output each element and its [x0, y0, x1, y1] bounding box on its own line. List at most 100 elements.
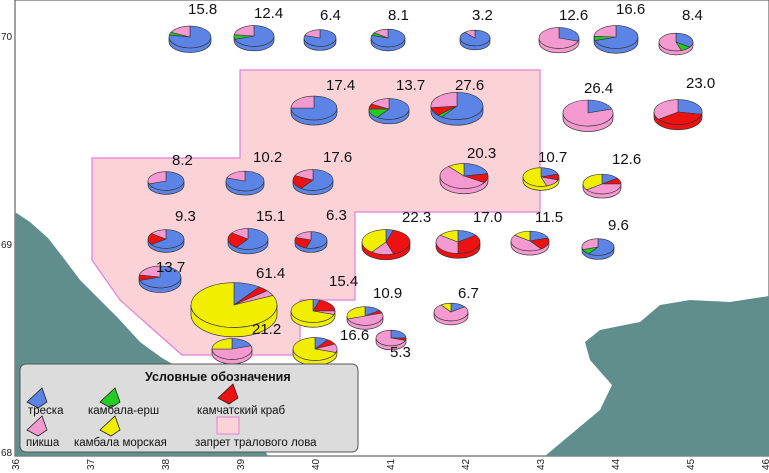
station-pie: 5.3	[375, 329, 411, 361]
lon-tick-label: 39	[236, 458, 247, 470]
station-pie: 15.1	[227, 208, 285, 255]
pie-slice-plaice	[190, 282, 278, 328]
station-catch-label: 23.0	[686, 75, 715, 92]
legend-item-cod: треска	[26, 387, 64, 417]
pie-slice-cod	[463, 163, 488, 177]
station-catch-label: 16.6	[616, 1, 645, 18]
pie-slice-plaice	[439, 230, 459, 243]
pie-slice-haddock	[231, 228, 249, 240]
legend: Условные обозначения треска камбала-ерш …	[19, 363, 359, 453]
station-pie: 13.7	[138, 259, 185, 293]
pie-slice-plaice	[346, 306, 366, 320]
station-pie: 12.4	[233, 5, 283, 52]
station-catch-label: 11.5	[535, 209, 563, 226]
pie-slice-plaice	[361, 229, 387, 253]
pie-slice-cod	[234, 25, 275, 47]
lon-tick-label: 36	[11, 458, 22, 470]
station-pie: 10.2	[225, 149, 282, 196]
pie-slice-haddock	[433, 304, 469, 322]
legend-label-dab: камбала-ерш	[88, 405, 159, 417]
station-pie: 9.6	[581, 217, 629, 260]
station-catch-label: 10.2	[253, 149, 282, 166]
lat-tick-label: 69	[1, 240, 13, 251]
plaice-marker-icon	[99, 415, 121, 437]
pie-slice-cod	[677, 99, 703, 115]
lon-tick-label: 44	[611, 458, 622, 470]
station-catch-label: 17.6	[323, 149, 352, 166]
pie-slice-haddock	[375, 329, 406, 347]
station-pie: 8.2	[147, 152, 193, 195]
lat-tick-label: 70	[1, 32, 13, 43]
pie-slice-haddock	[370, 98, 390, 110]
legend-item-closed-area: запрет тралового лова	[195, 416, 317, 449]
station-pie: 8.4	[658, 7, 703, 56]
station-pie: 27.6	[430, 77, 484, 126]
pie-slice-cod	[139, 265, 182, 289]
lon-tick-label: 46	[761, 458, 769, 470]
station-catch-label: 13.7	[396, 77, 425, 94]
station-pie: 15.8	[168, 1, 217, 53]
station-catch-label: 27.6	[455, 77, 484, 94]
station-catch-label: 22.3	[402, 209, 431, 226]
station-catch-label: 16.6	[340, 327, 369, 344]
station-catch-label: 17.0	[473, 209, 502, 226]
station-pie: 22.3	[361, 209, 431, 261]
legend-label-plaice: камбала морская	[74, 437, 167, 449]
station-pie: 23.0	[653, 75, 715, 131]
station-catch-label: 10.9	[373, 285, 402, 302]
pie-slice-plaice	[292, 337, 337, 361]
pie-slice-haddock	[653, 99, 679, 120]
pie-slice-haddock	[430, 92, 458, 109]
station-catch-label: 26.4	[584, 80, 613, 97]
crab-marker-icon	[217, 383, 239, 405]
pie-slice-haddock	[295, 231, 312, 241]
pie-slice-crab	[385, 229, 411, 255]
station-pie: 10.9	[346, 285, 402, 330]
station-catch-label: 9.3	[175, 208, 196, 225]
legend-title: Условные обозначения	[145, 370, 291, 384]
pie-slice-plaice	[522, 167, 548, 187]
pie-slice-plaice	[513, 230, 531, 242]
pie-slice-cod	[587, 238, 615, 256]
legend-item-plaice: камбала морская	[74, 415, 167, 449]
station-pie: 6.3	[294, 207, 347, 253]
station-pie: 10.7	[522, 149, 567, 191]
station-catch-label: 10.7	[538, 149, 567, 166]
pie-slice-haddock	[439, 166, 485, 189]
station-pie: 8.1	[370, 7, 409, 52]
station-pie: 11.5	[510, 209, 563, 256]
station-catch-label: 5.3	[390, 344, 411, 361]
station-catch-label: 61.4	[256, 265, 285, 282]
pie-slice-haddock	[435, 234, 459, 254]
pie-slice-haddock	[147, 171, 167, 185]
pie-slice-haddock	[585, 183, 622, 195]
cod-marker-icon	[26, 387, 48, 409]
pie-slice-haddock	[138, 265, 161, 278]
pie-slice-cod	[300, 169, 334, 191]
lon-tick-label: 41	[386, 458, 397, 470]
pie-slice-haddock	[562, 99, 614, 127]
pie-slice-cod	[558, 27, 580, 42]
pie-slice-haddock	[304, 29, 321, 39]
station-catch-label: 15.1	[256, 208, 285, 225]
pie-slice-cod	[235, 228, 269, 250]
pie-slice-plaice	[448, 163, 465, 177]
lon-tick-label: 38	[161, 458, 172, 470]
station-pie: 6.4	[303, 7, 341, 51]
station-pie: 17.0	[435, 209, 502, 259]
station-catch-label: 21.2	[252, 321, 281, 338]
dab-marker-icon	[99, 387, 121, 409]
station-catch-label: 12.6	[559, 7, 588, 24]
station-catch-label: 15.8	[188, 1, 217, 18]
pie-slice-haddock	[226, 170, 246, 182]
pie-slice-haddock	[150, 229, 167, 240]
pie-slice-plaice	[582, 173, 603, 191]
station-pie: 21.2	[211, 321, 281, 365]
station-pie: 20.3	[439, 145, 496, 195]
pie-slice-haddock	[233, 25, 255, 37]
pie-slice-cod	[168, 25, 212, 49]
legend-label-cod: треска	[28, 405, 64, 417]
pie-slice-plaice	[211, 338, 233, 350]
station-catch-label: 20.3	[467, 145, 496, 162]
haddock-marker-icon	[26, 415, 48, 437]
